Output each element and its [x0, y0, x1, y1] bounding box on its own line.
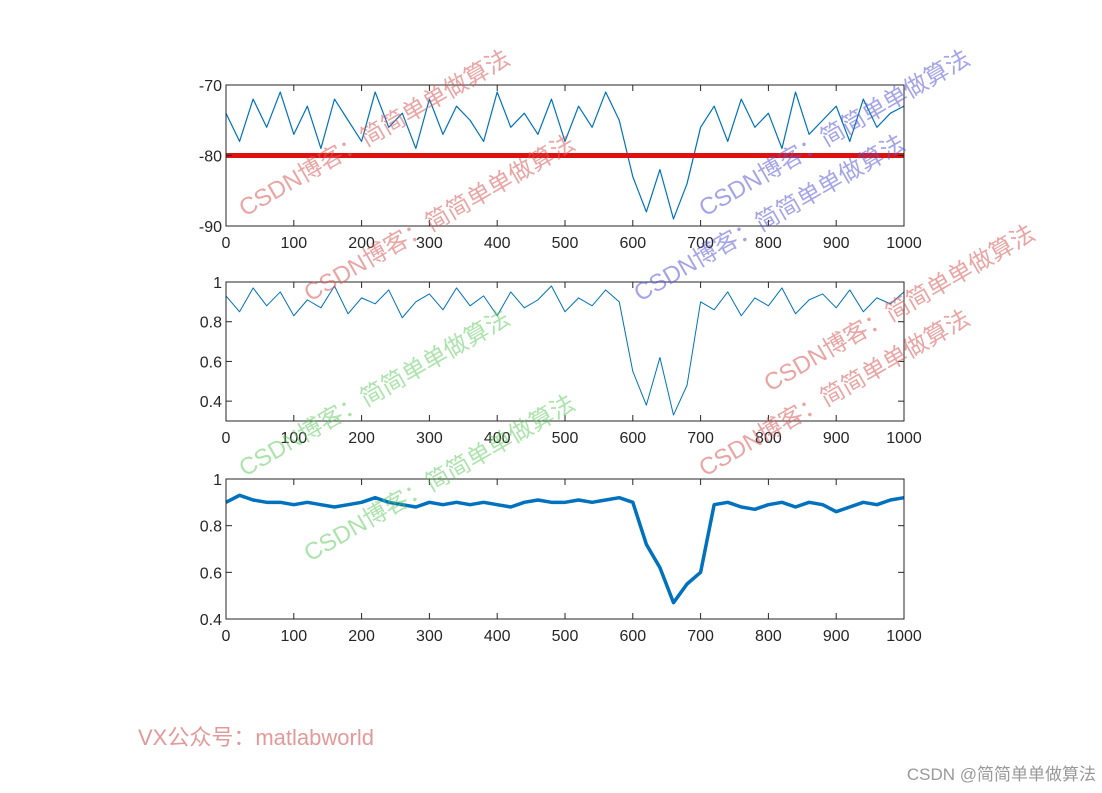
x-tick-label: 900: [823, 430, 850, 447]
x-tick-label: 800: [755, 628, 782, 645]
data-line: [225, 91, 905, 220]
x-tick-label: 600: [619, 235, 646, 252]
y-tick-label: 0.4: [200, 612, 222, 629]
x-tick-label: 100: [280, 430, 307, 447]
y-tick-label: -80: [199, 149, 222, 166]
x-tick-label: 700: [687, 628, 714, 645]
x-tick-label: 200: [348, 430, 375, 447]
y-tick-label: -70: [199, 78, 222, 95]
y-tick-label: 0.8: [200, 519, 222, 536]
footer-note: VX公众号：matlabworld: [138, 725, 374, 750]
y-tick-label: 0.6: [200, 565, 222, 582]
x-tick-label: 400: [484, 430, 511, 447]
y-tick-label: 0.6: [200, 354, 222, 371]
x-tick-label: 400: [484, 235, 511, 252]
data-line: [225, 285, 905, 416]
y-tick-label: 0.8: [200, 315, 222, 332]
x-tick-label: 700: [687, 235, 714, 252]
credit: CSDN @简简单单做算法: [907, 765, 1096, 784]
x-tick-label: 100: [280, 235, 307, 252]
x-tick-label: 300: [416, 430, 443, 447]
y-tick-label: 0.4: [200, 394, 222, 411]
x-tick-label: 200: [348, 628, 375, 645]
x-tick-label: 0: [222, 235, 231, 252]
x-tick-label: 300: [416, 628, 443, 645]
x-tick-label: 800: [755, 430, 782, 447]
x-tick-label: 900: [823, 235, 850, 252]
x-tick-label: 500: [552, 628, 579, 645]
x-tick-label: 900: [823, 628, 850, 645]
x-tick-label: 0: [222, 430, 231, 447]
data-line: [225, 493, 905, 605]
x-tick-label: 800: [755, 235, 782, 252]
x-tick-label: 600: [619, 628, 646, 645]
y-tick-label: 1: [213, 275, 222, 292]
x-tick-label: 100: [280, 628, 307, 645]
x-tick-label: 500: [552, 430, 579, 447]
x-tick-label: 500: [552, 235, 579, 252]
y-tick-label: 1: [213, 472, 222, 489]
y-tick-label: -90: [199, 219, 222, 236]
x-tick-label: 1000: [886, 628, 922, 645]
x-tick-label: 1000: [886, 430, 922, 447]
x-tick-label: 1000: [886, 235, 922, 252]
x-tick-label: 0: [222, 628, 231, 645]
x-tick-label: 700: [687, 430, 714, 447]
x-tick-label: 400: [484, 628, 511, 645]
x-tick-label: 300: [416, 235, 443, 252]
x-tick-label: 200: [348, 235, 375, 252]
x-tick-label: 600: [619, 430, 646, 447]
